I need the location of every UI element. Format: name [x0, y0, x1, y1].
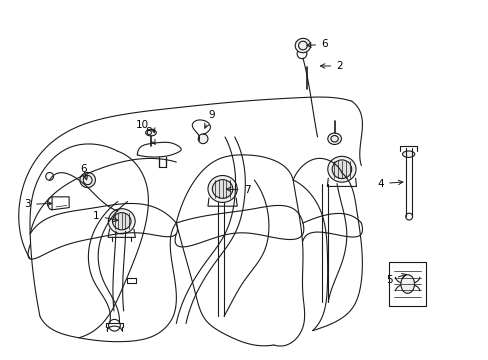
Ellipse shape: [108, 209, 135, 234]
Text: 10: 10: [135, 121, 148, 130]
Text: 6: 6: [80, 164, 87, 174]
Ellipse shape: [402, 151, 414, 157]
Text: 9: 9: [204, 110, 214, 128]
Ellipse shape: [331, 160, 351, 179]
Text: 3: 3: [24, 199, 52, 210]
Text: 8: 8: [145, 127, 155, 144]
Text: 1: 1: [93, 211, 118, 222]
Text: 4: 4: [377, 179, 402, 189]
Text: 5: 5: [386, 274, 406, 285]
Ellipse shape: [80, 172, 95, 188]
Text: 7: 7: [226, 185, 250, 195]
Ellipse shape: [212, 180, 232, 198]
Ellipse shape: [327, 156, 355, 182]
Circle shape: [198, 134, 207, 144]
Ellipse shape: [207, 176, 237, 202]
Text: 6: 6: [306, 40, 327, 49]
Ellipse shape: [112, 213, 131, 230]
Ellipse shape: [327, 133, 341, 144]
Ellipse shape: [295, 38, 310, 53]
Text: 2: 2: [320, 61, 342, 71]
Ellipse shape: [400, 275, 414, 293]
Ellipse shape: [145, 130, 156, 136]
